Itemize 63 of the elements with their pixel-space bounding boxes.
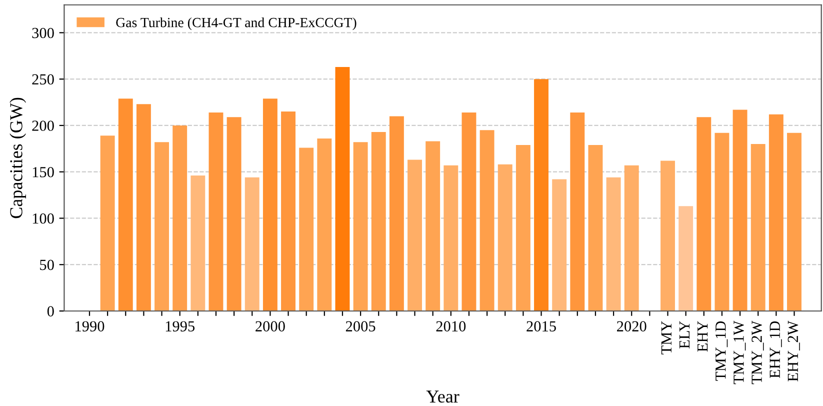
bar (244, 177, 260, 311)
bar (172, 125, 188, 311)
x-tick-label: EHY_2W (788, 320, 800, 382)
bar (588, 144, 603, 311)
bar (353, 142, 368, 311)
bar (371, 132, 386, 311)
bar (534, 79, 548, 311)
bar (389, 116, 404, 311)
y-tick-label: 150 (32, 166, 54, 178)
x-tick-label: ELY (679, 321, 690, 348)
x-tick-label: 1995 (166, 321, 195, 332)
y-tick-label: 100 (32, 213, 54, 224)
x-tick-label: 2015 (526, 321, 556, 332)
x-tick-label: 2010 (436, 321, 466, 332)
bar (118, 98, 133, 311)
x-tick-label: TMY_1D (716, 321, 728, 381)
bar (660, 160, 675, 311)
bar (462, 112, 476, 311)
bar (226, 117, 242, 311)
bar (426, 141, 440, 311)
legend-label: Gas Turbine (CH4-GT and CHP-ExCCGT) (116, 17, 356, 30)
bar (444, 165, 458, 311)
y-axis-title: Capacities (GW) (10, 98, 26, 218)
x-tick-label: 2020 (617, 321, 646, 332)
bar (498, 164, 512, 311)
bar (136, 104, 151, 311)
bar (516, 144, 530, 311)
bar (624, 165, 639, 311)
y-tick-label: 0 (47, 306, 54, 316)
bar (678, 206, 694, 311)
bar (208, 112, 224, 311)
bar (281, 112, 296, 311)
bar (570, 112, 585, 311)
x-tick-label: 1990 (76, 321, 104, 332)
bar (480, 130, 494, 311)
bar (100, 136, 115, 311)
x-tick-label: EHY_1D (770, 321, 782, 378)
y-tick-label: 200 (32, 120, 54, 131)
bar (750, 144, 766, 311)
bar (154, 142, 170, 311)
bar (408, 160, 422, 311)
bar (606, 177, 621, 311)
bar (696, 117, 712, 311)
x-tick-label: TMY_1W (734, 320, 746, 384)
y-tick-label: 250 (32, 74, 54, 85)
x-tick-label: 2005 (346, 321, 376, 332)
bar (552, 179, 567, 311)
bar (335, 67, 350, 311)
bar (768, 114, 784, 311)
bar (732, 110, 748, 311)
bar (317, 138, 332, 311)
x-axis-title: Year (426, 390, 460, 403)
x-tick-label: EHY (698, 321, 708, 352)
y-tick-label: 300 (32, 28, 54, 38)
y-tick-label: 50 (40, 260, 54, 270)
x-tick-label: 2000 (256, 321, 285, 332)
bar (299, 148, 314, 311)
bar (787, 132, 802, 311)
bar (190, 176, 206, 311)
x-tick-label: TMY (661, 321, 672, 354)
bar (714, 132, 730, 311)
x-tick-label: TMY_2W (752, 320, 764, 384)
bar (262, 98, 278, 311)
